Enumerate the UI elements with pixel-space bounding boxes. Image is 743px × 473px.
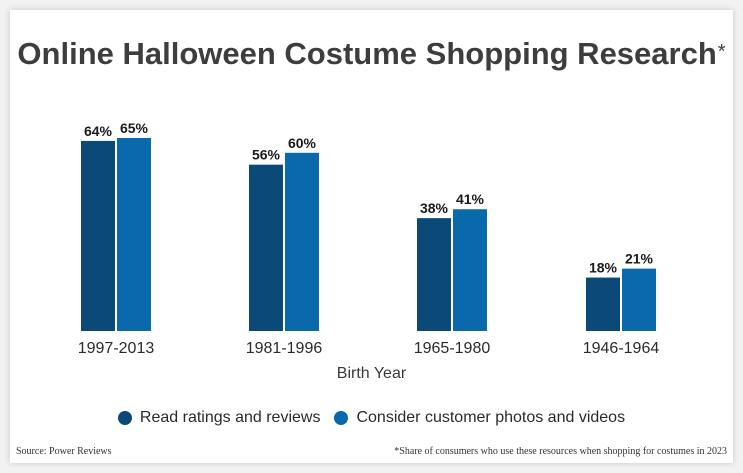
data-label-photos-1981-1996: 60%	[288, 135, 317, 151]
data-label-photos-1997-2013: 65%	[120, 120, 149, 136]
x-tick-label-1946-1964: 1946-1964	[583, 340, 660, 357]
x-tick-label-1965-1980: 1965-1980	[414, 340, 491, 357]
x-tick-label-1981-1996: 1981-1996	[246, 340, 323, 357]
legend: Read ratings and reviews Consider custom…	[0, 409, 743, 427]
legend-item-photos: Consider customer photos and videos	[334, 409, 625, 427]
legend-swatch-photos	[334, 411, 349, 425]
bar-reviews-1965-1980	[417, 218, 451, 331]
x-tick-label-1997-2013: 1997-2013	[78, 340, 155, 357]
legend-swatch-reviews	[117, 411, 132, 425]
footnote: *Share of consumers who use these resour…	[394, 446, 727, 457]
data-label-reviews-1965-1980: 38%	[420, 200, 449, 216]
bar-photos-1946-1964	[622, 268, 656, 331]
data-label-reviews-1981-1996: 56%	[252, 147, 281, 163]
chart-title: Online Halloween Costume Shopping Resear…	[0, 36, 743, 72]
legend-item-reviews: Read ratings and reviews	[117, 409, 321, 427]
data-label-photos-1965-1980: 41%	[456, 191, 485, 207]
bar-reviews-1981-1996	[249, 164, 283, 331]
x-axis-label: Birth Year	[336, 365, 407, 382]
bar-photos-1981-1996	[285, 152, 319, 331]
chart-title-text: Online Halloween Costume Shopping Resear…	[17, 36, 717, 71]
legend-label-reviews: Read ratings and reviews	[139, 409, 321, 426]
data-label-reviews-1997-2013: 64%	[84, 123, 113, 139]
bar-photos-1965-1980	[453, 209, 487, 331]
legend-label-photos: Consider customer photos and videos	[356, 409, 626, 426]
data-label-photos-1946-1964: 21%	[625, 251, 654, 267]
data-label-reviews-1946-1964: 18%	[589, 260, 618, 276]
bar-reviews-1997-2013	[81, 140, 115, 331]
source-note: Source: Power Reviews	[16, 446, 112, 457]
bar-photos-1997-2013	[117, 137, 151, 331]
title-footnote-marker: *	[717, 41, 726, 63]
bar-reviews-1946-1964	[586, 277, 620, 331]
